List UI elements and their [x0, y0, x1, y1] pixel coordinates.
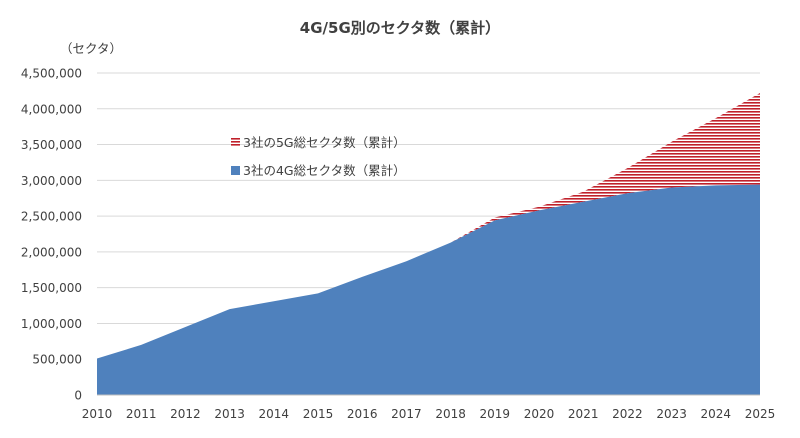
- legend-swatch: [231, 166, 240, 175]
- y-tick-label: 0: [74, 389, 82, 403]
- y-axis-label: （セクタ）: [60, 41, 122, 56]
- y-tick-label: 2,500,000: [21, 210, 82, 224]
- x-tick-label: 2022: [612, 407, 643, 421]
- x-tick-label: 2018: [435, 407, 466, 421]
- x-tick-label: 2021: [568, 407, 599, 421]
- x-tick-label: 2020: [524, 407, 555, 421]
- legend-swatch: [231, 138, 240, 147]
- x-tick-label: 2019: [480, 407, 511, 421]
- x-tick-label: 2013: [214, 407, 245, 421]
- x-tick-label: 2011: [126, 407, 157, 421]
- legend-label: 3社の5G総セクタ数（累計）: [243, 135, 406, 150]
- x-tick-label: 2015: [303, 407, 334, 421]
- axes: 0 500,000 1,000,000 1,500,000 2,000,000 2,500…: [21, 67, 775, 422]
- x-tick-label: 2024: [701, 407, 732, 421]
- y-tick-label: 500,000: [32, 353, 82, 367]
- x-tick-label: 2012: [170, 407, 201, 421]
- y-tick-label: 4,000,000: [21, 102, 82, 116]
- y-tick-label: 1,500,000: [21, 281, 82, 295]
- y-tick-label: 3,000,000: [21, 174, 82, 188]
- x-tick-label: 2025: [745, 407, 776, 421]
- y-tick-label: 4,500,000: [21, 67, 82, 81]
- legend: 3社の5G総セクタ数（累計） 3社の4G総セクタ数（累計）: [231, 135, 406, 178]
- y-tick-label: 1,000,000: [21, 317, 82, 331]
- x-tick-label: 2010: [82, 407, 113, 421]
- series-areas: [97, 93, 760, 395]
- x-tick-label: 2016: [347, 407, 378, 421]
- x-tick-label: 2023: [656, 407, 687, 421]
- series-area-4g: [97, 184, 760, 395]
- y-tick-label: 3,500,000: [21, 138, 82, 152]
- x-tick-label: 2014: [259, 407, 290, 421]
- y-tick-label: 2,000,000: [21, 245, 82, 259]
- chart-title: 4G/5G別のセクタ数（累計）: [300, 19, 500, 37]
- x-tick-label: 2017: [391, 407, 422, 421]
- legend-label: 3社の4G総セクタ数（累計）: [243, 163, 406, 178]
